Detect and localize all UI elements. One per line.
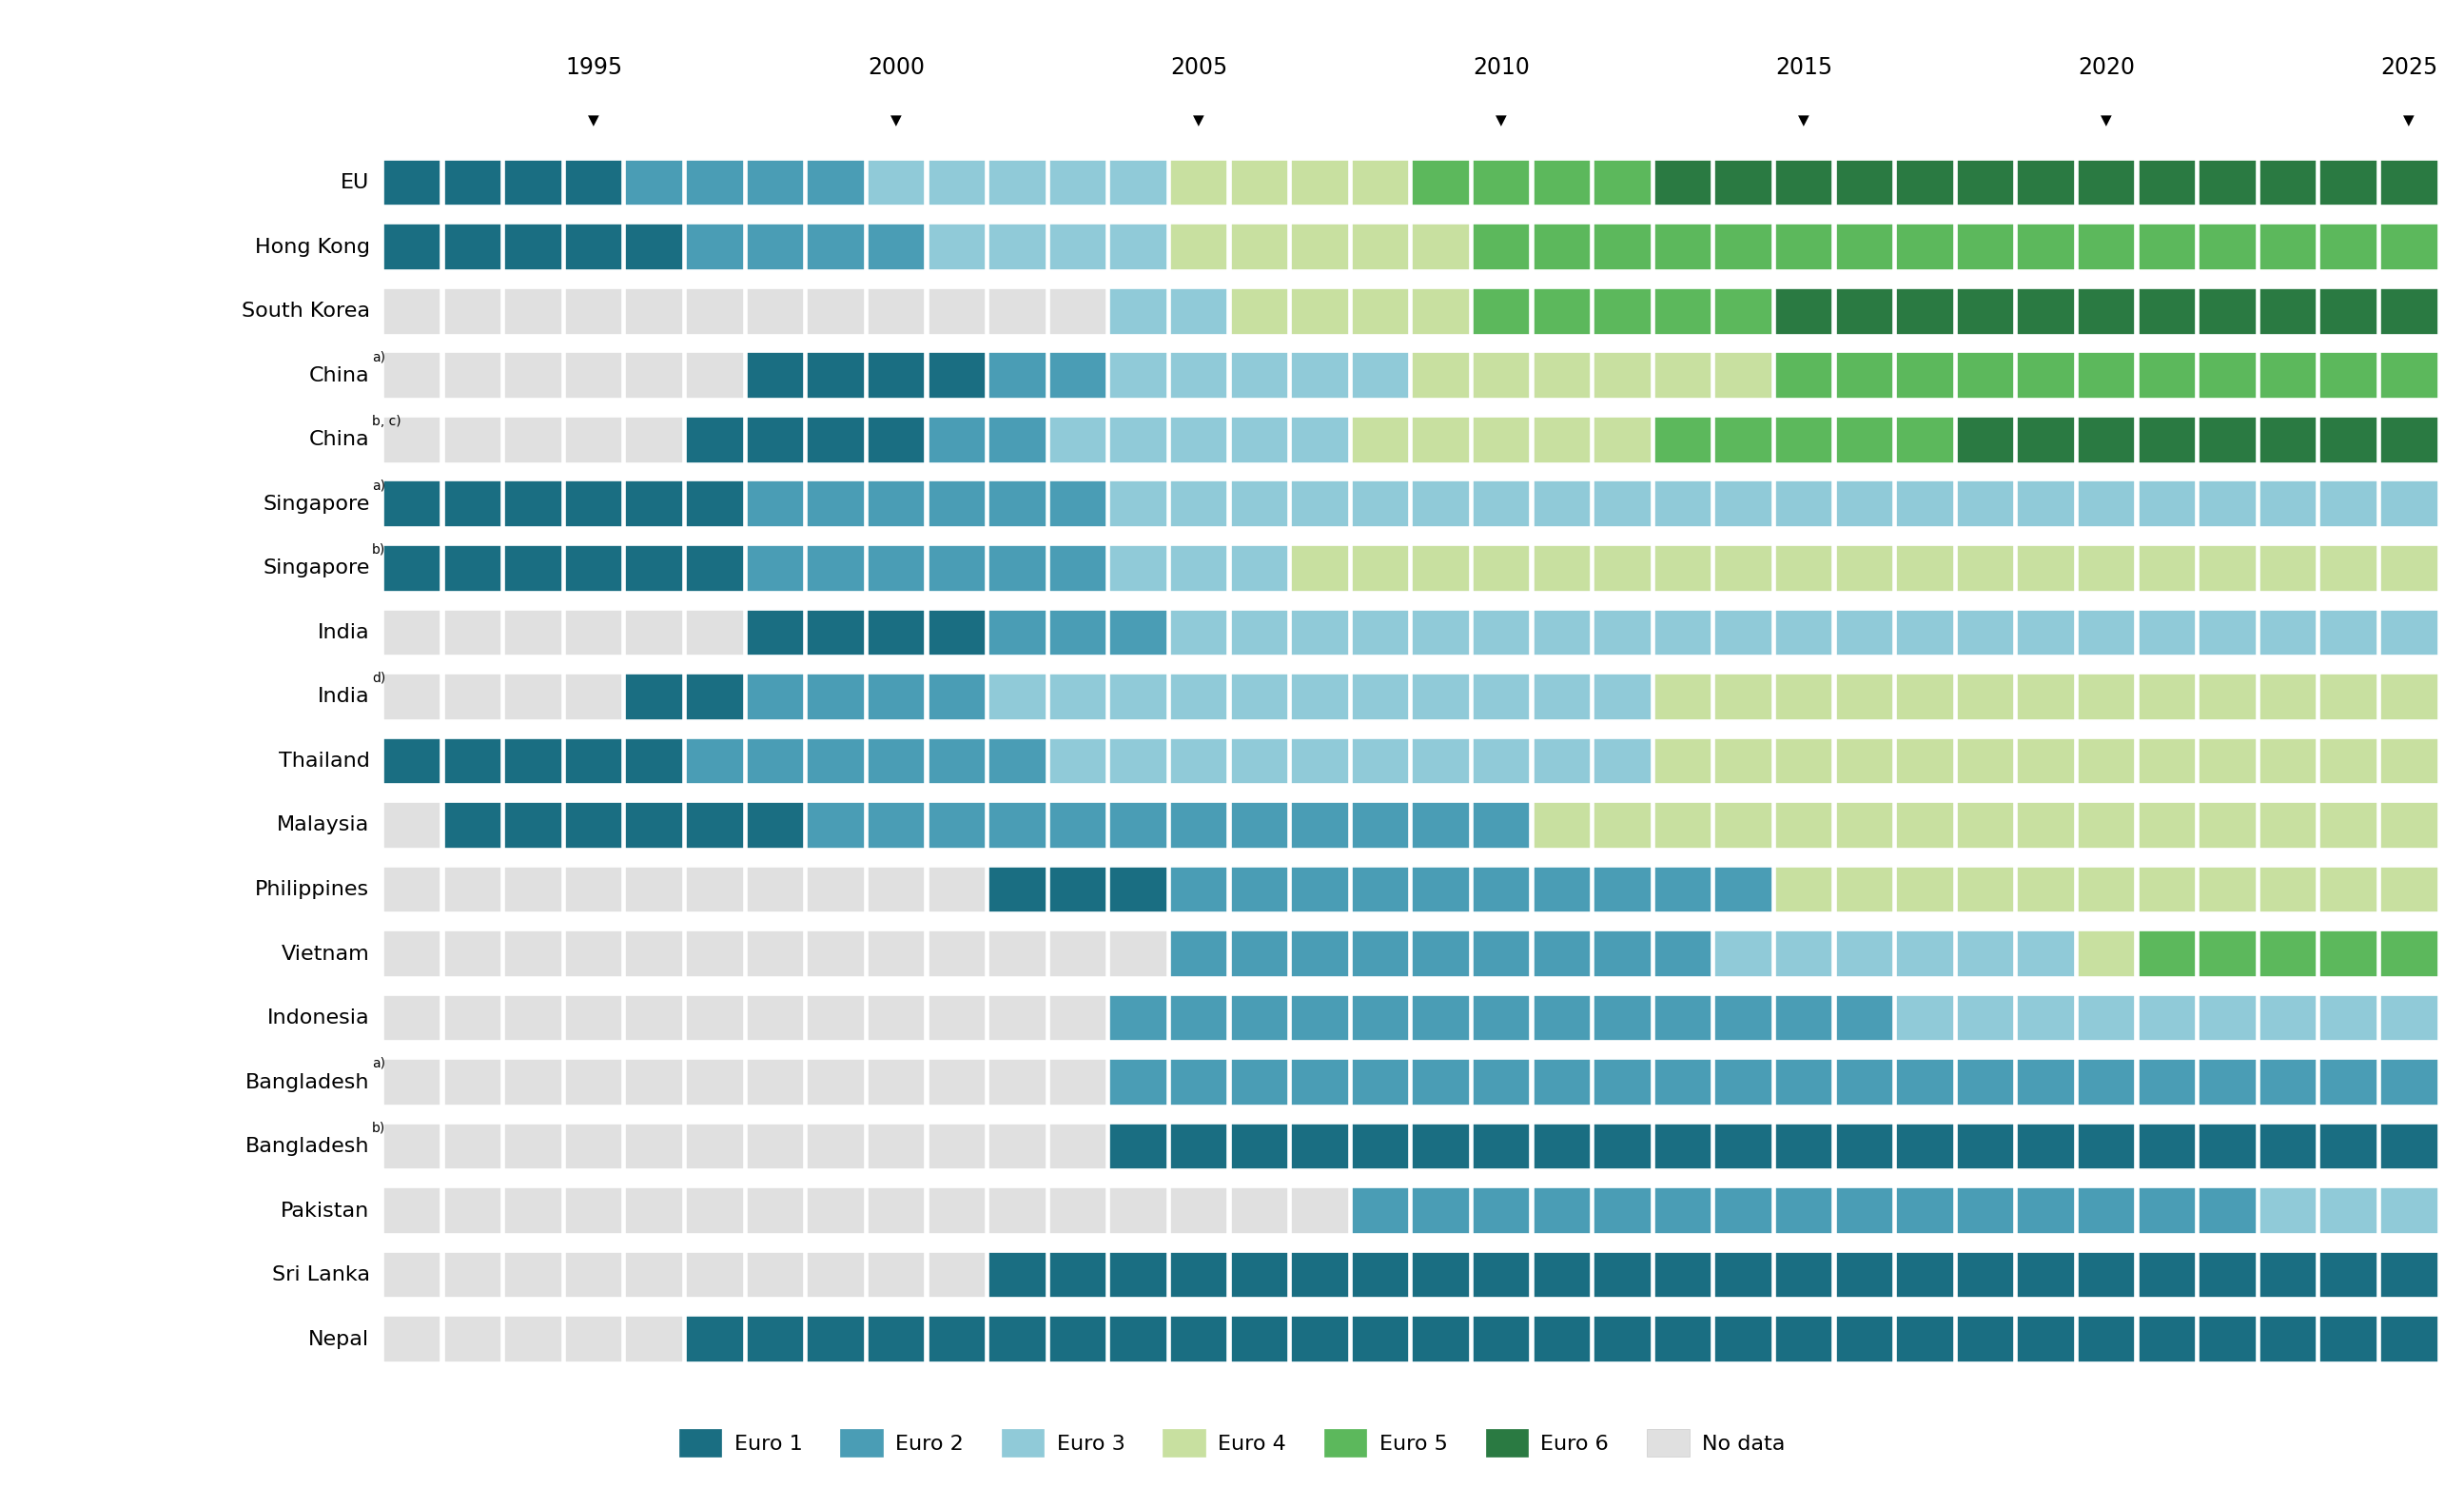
Legend: Euro 1, Euro 2, Euro 3, Euro 4, Euro 5, Euro 6, No data: Euro 1, Euro 2, Euro 3, Euro 4, Euro 5, … xyxy=(680,1429,1784,1457)
Text: a): a) xyxy=(372,1056,384,1070)
Text: 2015: 2015 xyxy=(1777,56,1833,80)
Text: EU: EU xyxy=(340,173,370,193)
Text: ▼: ▼ xyxy=(2402,113,2415,127)
Text: ▼: ▼ xyxy=(2102,113,2112,127)
Text: Thailand: Thailand xyxy=(278,752,370,770)
Text: a): a) xyxy=(372,479,384,491)
Text: b): b) xyxy=(372,543,387,556)
Text: 2000: 2000 xyxy=(867,56,924,80)
Text: Pakistan: Pakistan xyxy=(281,1201,370,1221)
Text: Sri Lanka: Sri Lanka xyxy=(271,1266,370,1284)
Text: Vietnam: Vietnam xyxy=(281,945,370,963)
Text: ▼: ▼ xyxy=(1799,113,1809,127)
Text: India: India xyxy=(318,687,370,707)
Text: ▼: ▼ xyxy=(1193,113,1205,127)
Text: b): b) xyxy=(372,1121,387,1135)
Text: Philippines: Philippines xyxy=(256,880,370,900)
Text: a): a) xyxy=(372,350,384,363)
Text: 2025: 2025 xyxy=(2380,56,2437,80)
Text: 1995: 1995 xyxy=(564,56,623,80)
Text: China: China xyxy=(308,431,370,449)
Text: Bangladesh: Bangladesh xyxy=(246,1136,370,1156)
Text: 2005: 2005 xyxy=(1170,56,1227,80)
Text: China: China xyxy=(308,366,370,386)
Text: d): d) xyxy=(372,672,387,684)
Text: Hong Kong: Hong Kong xyxy=(254,238,370,256)
Text: Singapore: Singapore xyxy=(264,494,370,514)
Text: Nepal: Nepal xyxy=(308,1329,370,1349)
Text: Indonesia: Indonesia xyxy=(266,1008,370,1028)
Text: ▼: ▼ xyxy=(1496,113,1508,127)
Text: Singapore: Singapore xyxy=(264,559,370,577)
Text: ▼: ▼ xyxy=(589,113,599,127)
Text: Bangladesh: Bangladesh xyxy=(246,1073,370,1091)
Text: ▼: ▼ xyxy=(890,113,902,127)
Text: 2010: 2010 xyxy=(1473,56,1530,80)
Text: South Korea: South Korea xyxy=(241,301,370,321)
Text: Malaysia: Malaysia xyxy=(276,815,370,835)
Text: b, c): b, c) xyxy=(372,414,402,428)
Text: 2020: 2020 xyxy=(2077,56,2136,80)
Text: India: India xyxy=(318,622,370,642)
